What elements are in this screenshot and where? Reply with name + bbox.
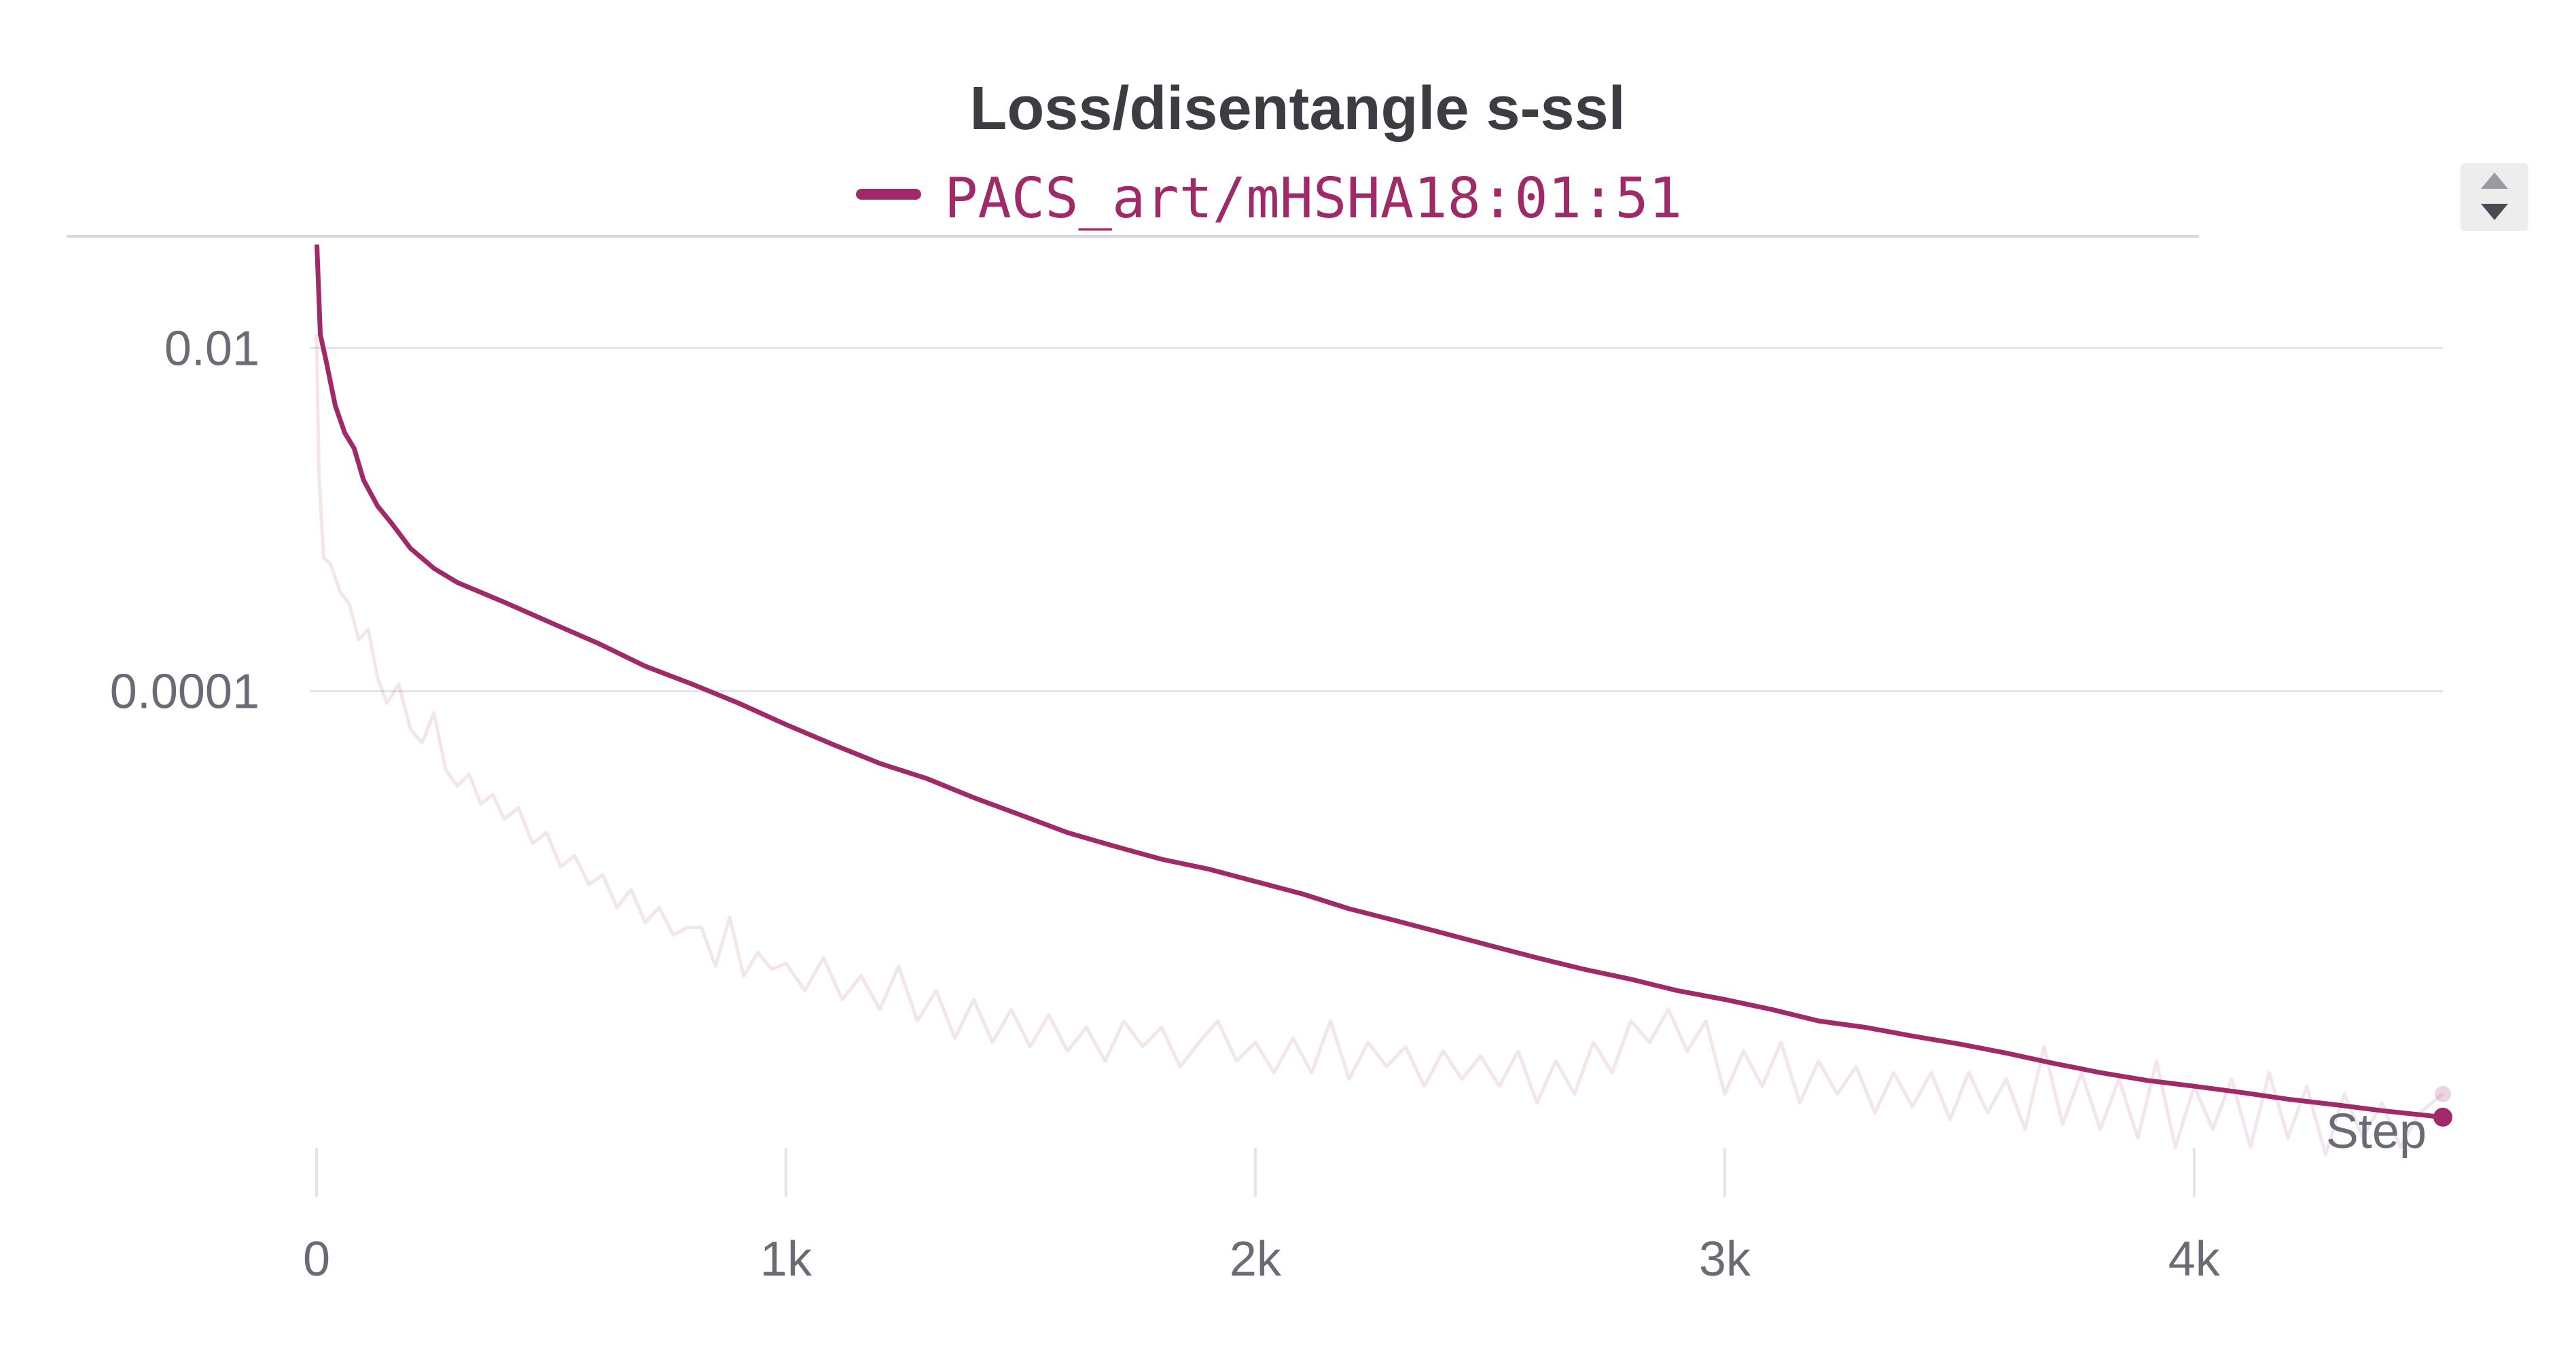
series-smoothed-line[interactable] [314, 236, 2444, 1120]
x-tick-label: 3k [1699, 1232, 1751, 1286]
scroll-down-arrow-icon[interactable] [2481, 204, 2508, 220]
y-tick-label: 0.01 [164, 321, 260, 376]
legend[interactable]: PACS_art/mHSHA18:01:51 [856, 166, 1682, 231]
chart-title: Loss/disentangle s-ssl [969, 75, 1625, 143]
x-tick-label: 1k [760, 1232, 812, 1286]
grid-lines [310, 346, 2443, 693]
y-axis: 0.01 0.0001 [110, 321, 260, 719]
x-tick-label: 2k [1230, 1232, 1282, 1286]
x-tick-label: 4k [2168, 1232, 2221, 1286]
x-axis: 0 1k 2k 3k 4k [303, 1148, 2221, 1286]
series-endpoint[interactable] [2433, 1107, 2452, 1127]
legend-series-label: PACS_art/mHSHA18:01:51 [944, 166, 1682, 231]
scroll-up-arrow-icon[interactable] [2481, 173, 2508, 189]
series-raw-line [315, 334, 2444, 1157]
series-layer [314, 236, 2452, 1157]
x-axis-label: Step [2326, 1104, 2427, 1159]
series-raw-endpoint [2435, 1085, 2451, 1102]
x-tick-label: 0 [303, 1232, 330, 1286]
legend-scroll-control[interactable] [2461, 163, 2528, 231]
y-tick-label: 0.0001 [110, 665, 260, 719]
